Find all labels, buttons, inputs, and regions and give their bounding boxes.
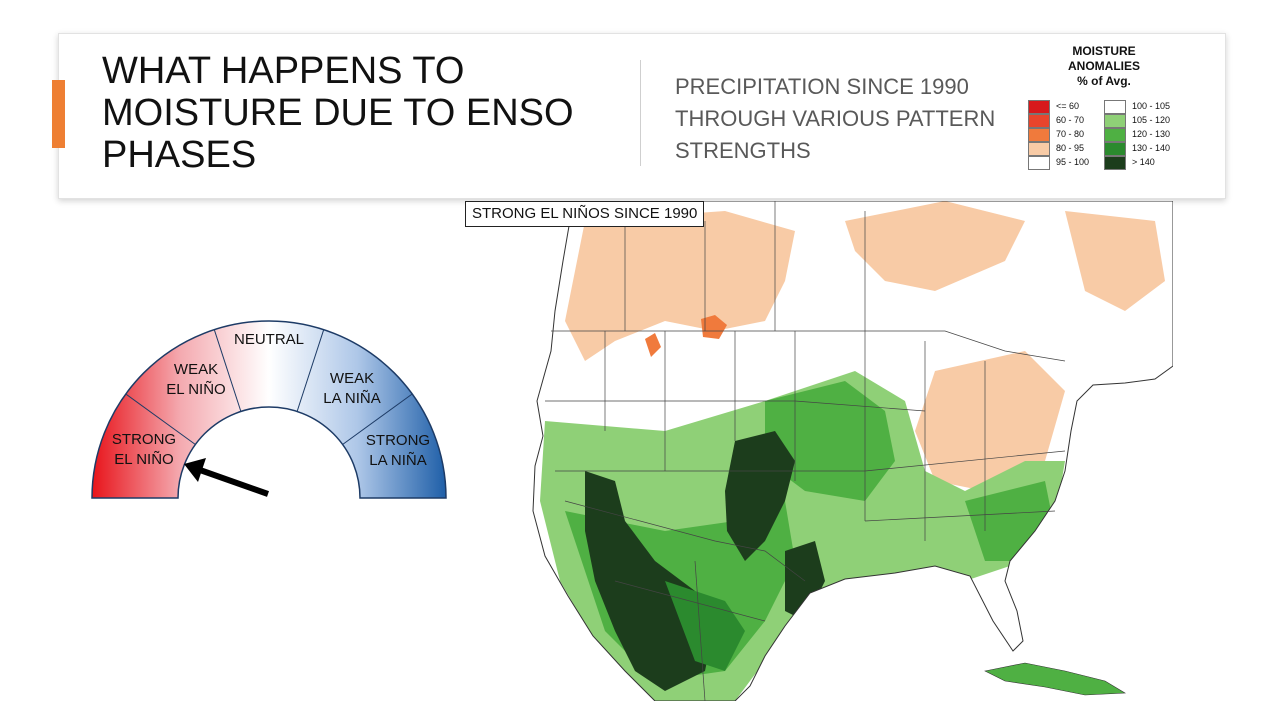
legend-label: 70 - 80 [1056, 129, 1085, 139]
anomaly-fills [540, 201, 1165, 701]
gauge-label-weak-el-nino: WEAK EL NIÑO [166, 361, 226, 398]
pointer-arrow-head [184, 458, 206, 482]
legend-swatch [1028, 114, 1050, 128]
state-borders [545, 201, 1066, 701]
legend-label: <= 60 [1056, 101, 1080, 111]
cuba-island [984, 662, 1127, 696]
coastline [532, 201, 1173, 701]
legend-swatch [1104, 156, 1126, 170]
legend-label: > 140 [1132, 157, 1155, 167]
legend-title: MOISTURE ANOMALIES % of Avg. [1022, 44, 1186, 89]
gauge-label-strong-el-nino: STRONG EL NIÑO [111, 431, 177, 468]
map-label: STRONG EL NIÑOS SINCE 1990 [465, 201, 705, 227]
moisture-legend: MOISTURE ANOMALIES % of Avg. <= 60 60 - 7… [1022, 42, 1222, 184]
gauge-label-strong-la-nina: STRONG LA NIÑA [365, 432, 431, 469]
slide-title: WHAT HAPPENS TO MOISTURE DUE TO ENSO PHA… [102, 50, 574, 176]
legend-title-line2: ANOMALIES [1068, 59, 1140, 73]
gauge-label-neutral: NEUTRAL [233, 331, 304, 348]
enso-gauge: STRONG EL NIÑO WEAK EL NIÑO NEUTRAL WEAK… [88, 318, 450, 504]
legend-swatch [1104, 100, 1126, 114]
legend-swatch [1104, 128, 1126, 142]
header-divider [640, 60, 641, 166]
legend-title-line1: MOISTURE [1072, 44, 1136, 58]
legend-swatch [1028, 100, 1050, 114]
pointer-arrow-shaft [199, 467, 269, 497]
legend-label: 60 - 70 [1056, 115, 1085, 125]
legend-label: 80 - 95 [1056, 143, 1085, 153]
gauge-svg [91, 320, 447, 499]
legend-label: 105 - 120 [1132, 115, 1171, 125]
legend-label: 130 - 140 [1132, 143, 1171, 153]
map-svg [532, 201, 1173, 701]
accent-bar [52, 80, 65, 148]
legend-label: 120 - 130 [1132, 129, 1171, 139]
legend-title-line3: % of Avg. [1077, 74, 1131, 88]
precipitation-map [465, 201, 1173, 701]
legend-swatch [1028, 156, 1050, 170]
gauge-label-weak-la-nina: WEAK LA NIÑA [323, 370, 381, 407]
legend-swatch [1104, 114, 1126, 128]
legend-label: 100 - 105 [1132, 101, 1171, 111]
legend-swatch [1104, 142, 1126, 156]
legend-swatch [1028, 128, 1050, 142]
gauge-dividers [125, 329, 413, 445]
gauge-arc [91, 320, 447, 499]
legend-swatch [1028, 142, 1050, 156]
legend-label: 95 - 100 [1056, 157, 1090, 167]
slide-subtitle: PRECIPITATION SINCE 1990 THROUGH VARIOUS… [675, 74, 996, 163]
